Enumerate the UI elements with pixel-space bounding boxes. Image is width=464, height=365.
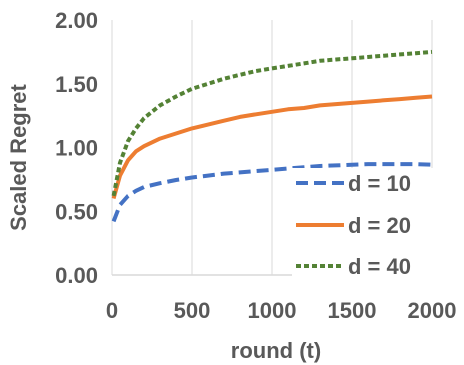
x-axis-title: round (t) [231, 338, 321, 363]
legend: d = 10 d = 20 d = 40 [296, 171, 411, 279]
series-line-d-10 [111, 162, 433, 223]
y-tick-labels: 0.00 0.50 1.00 1.50 2.00 [55, 8, 98, 288]
y-tick-label: 1.00 [55, 136, 98, 161]
legend-label: d = 20 [348, 213, 411, 238]
legend-label: d = 40 [348, 254, 411, 279]
x-tick-label: 1000 [248, 298, 297, 323]
y-axis-title: Scaled Regret [6, 83, 31, 230]
x-tick-label: 1500 [328, 298, 377, 323]
legend-label: d = 10 [348, 171, 411, 196]
y-tick-label: 2.00 [55, 8, 98, 33]
x-tick-label: 500 [174, 298, 211, 323]
y-tick-label: 0.50 [55, 199, 98, 224]
series-line-d-40 [111, 49, 433, 197]
x-tick-label: 0 [106, 298, 118, 323]
x-tick-labels: 0 500 1000 1500 2000 [106, 298, 457, 323]
series-lines [111, 49, 433, 223]
x-tick-label: 2000 [408, 298, 457, 323]
series-line-d-20 [111, 94, 433, 200]
y-tick-label: 0.00 [55, 263, 98, 288]
y-tick-label: 1.50 [55, 72, 98, 97]
